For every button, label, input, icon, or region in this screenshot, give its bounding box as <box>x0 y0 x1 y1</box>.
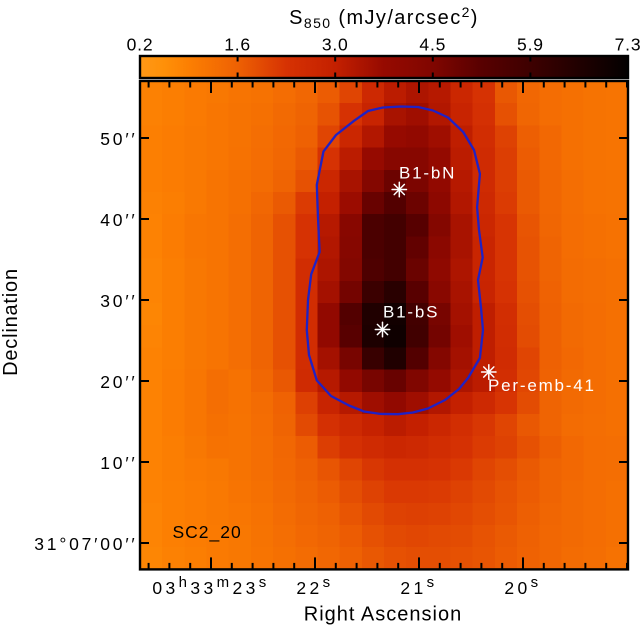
svg-text:3.0: 3.0 <box>322 35 349 55</box>
svg-text:Right Ascension: Right Ascension <box>304 604 462 626</box>
svg-text:40′′: 40′′ <box>100 210 137 230</box>
svg-text:Per-emb-41: Per-emb-41 <box>488 376 596 395</box>
svg-text:SC2_20: SC2_20 <box>173 522 242 543</box>
svg-text:1.6: 1.6 <box>224 35 251 55</box>
svg-text:0.2: 0.2 <box>127 35 154 55</box>
svg-text:5.9: 5.9 <box>517 35 544 55</box>
svg-text:03h33m23s: 03h33m23s <box>152 574 269 598</box>
svg-text:30′′: 30′′ <box>100 291 137 311</box>
svg-text:20′′: 20′′ <box>100 372 137 392</box>
svg-text:4.5: 4.5 <box>419 35 446 55</box>
svg-text:50′′: 50′′ <box>100 129 137 149</box>
svg-text:7.3: 7.3 <box>615 35 640 55</box>
svg-text:B1-bS: B1-bS <box>383 303 439 322</box>
svg-text:Declination: Declination <box>0 268 22 376</box>
svg-text:10′′: 10′′ <box>100 453 137 473</box>
svg-text:B1-bN: B1-bN <box>399 164 456 183</box>
svg-text:31°07′00′′: 31°07′00′′ <box>34 534 137 554</box>
